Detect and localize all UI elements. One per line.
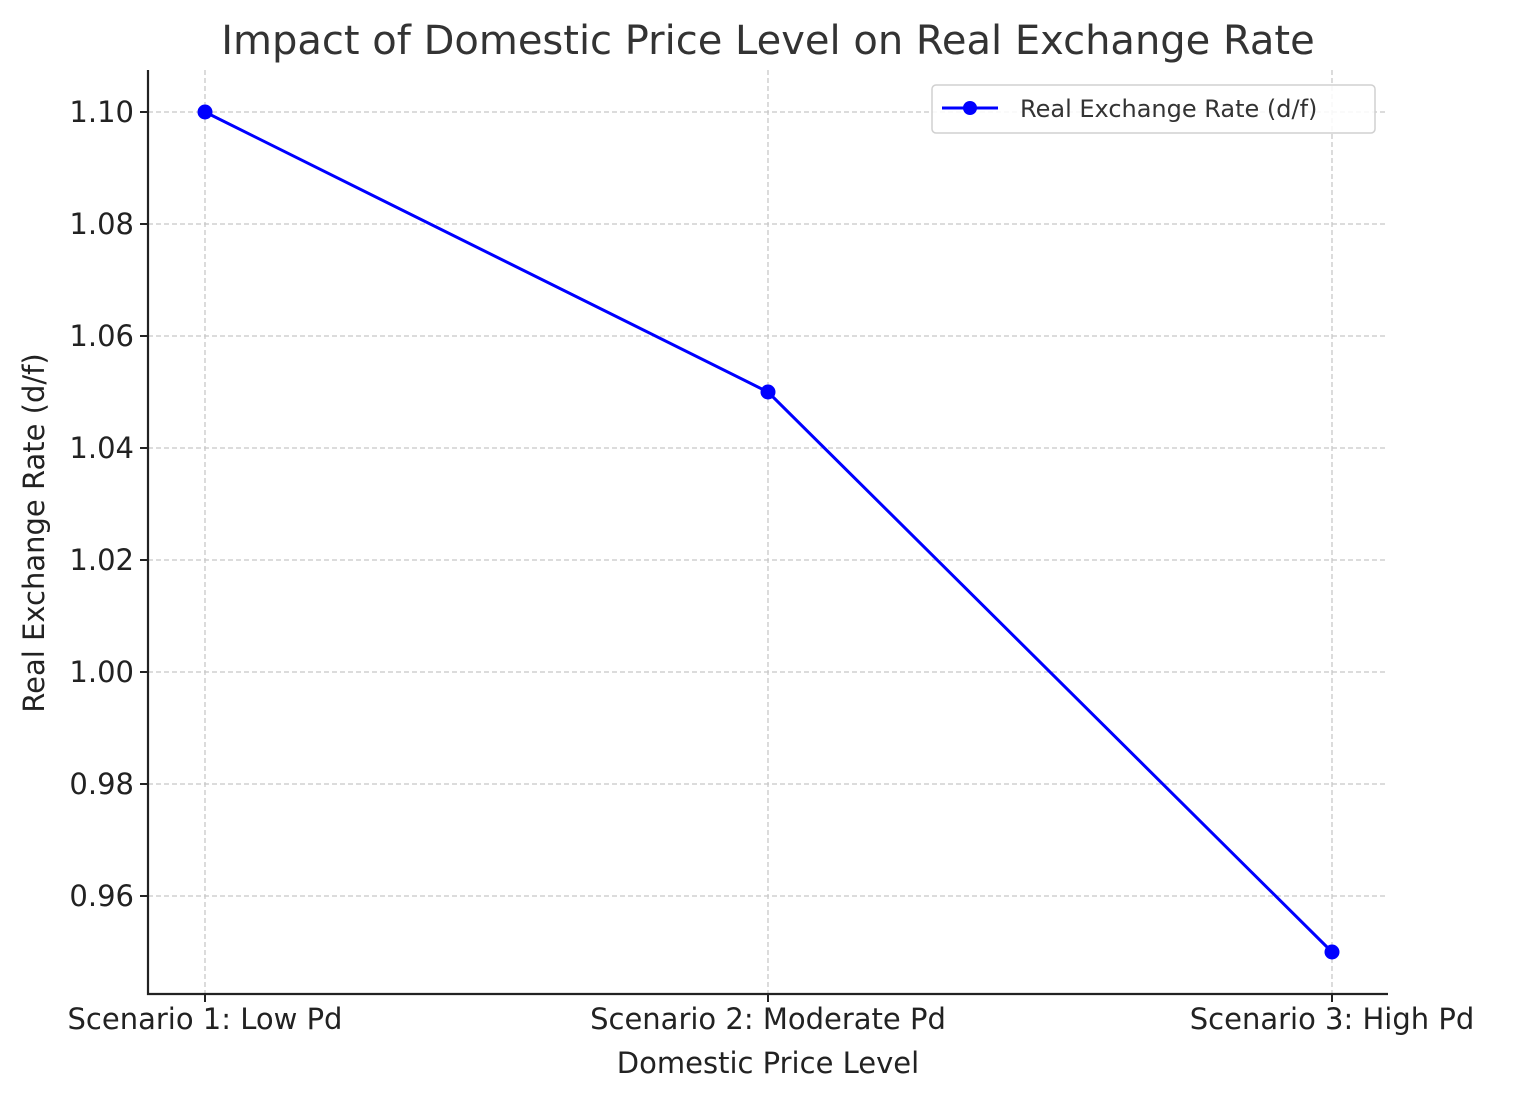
y-tick-label: 0.96 [69,879,134,913]
legend-marker-swatch [963,101,977,115]
axes [140,70,1388,1002]
data-point [1324,944,1340,960]
y-axis-label: Real Exchange Rate (d/f) [17,353,51,712]
chart-title: Impact of Domestic Price Level on Real E… [221,18,1314,64]
grid [148,70,1388,994]
y-tick-label: 1.04 [69,431,134,465]
x-tick-label: Scenario 3: High Pd [1190,1002,1475,1036]
y-tick-label: 1.02 [69,543,134,577]
legend: Real Exchange Rate (d/f) [931,84,1376,134]
data-point [197,104,213,120]
series-layer [197,104,1340,960]
y-tick-label: 1.06 [69,319,134,353]
x-tick-label: Scenario 1: Low Pd [68,1002,343,1036]
y-tick-label: 1.00 [69,655,134,689]
y-tick-label: 1.10 [69,95,134,129]
data-point [760,384,776,400]
axis-spines [146,70,1388,996]
tick-labels: 0.96 0.98 1.00 1.02 1.04 1.06 1.08 1.10 Scenario… [68,95,1475,1036]
x-axis-label: Domestic Price Level [617,1046,919,1080]
x-tick-label: Scenario 2: Moderate Pd [590,1002,946,1036]
legend-frame [931,84,1376,134]
y-tick-label: 1.08 [69,207,134,241]
y-tick-label: 0.98 [69,767,134,801]
legend-label: Real Exchange Rate (d/f) [1020,95,1317,123]
